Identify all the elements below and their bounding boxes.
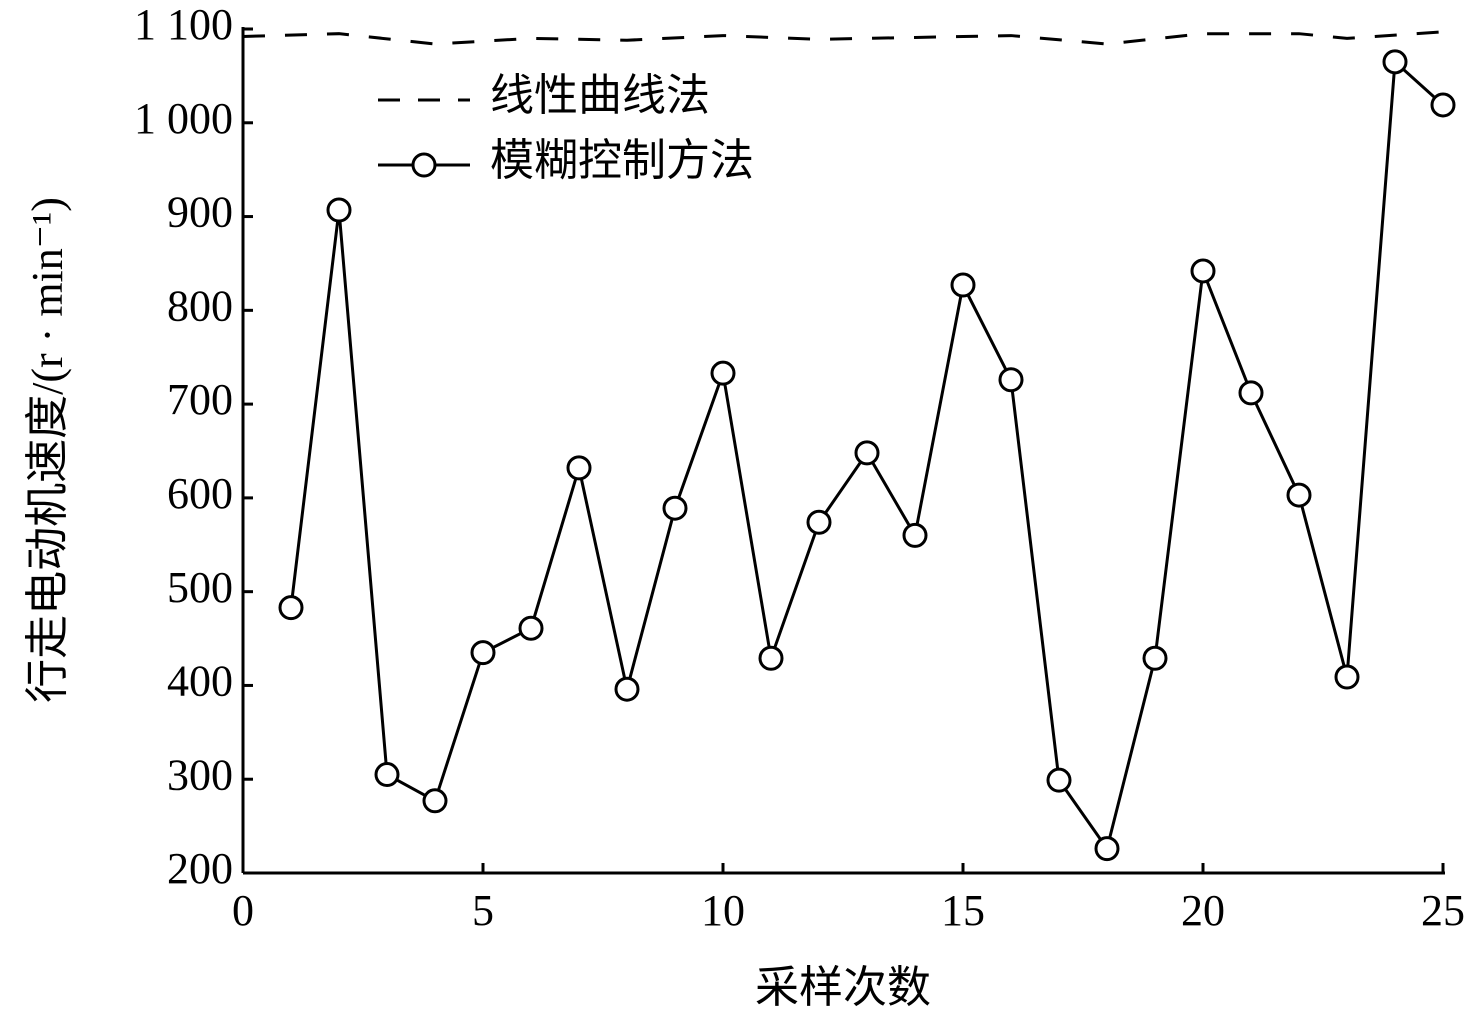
point [902, 522, 928, 548]
point [1046, 767, 1072, 793]
y-tick-label: 400 [167, 657, 233, 706]
point [710, 360, 736, 386]
x-tick-label: 15 [941, 886, 985, 935]
series-line [242, 30, 1444, 46]
point [1430, 92, 1456, 118]
point [950, 272, 976, 298]
point [1286, 482, 1312, 508]
y-tick-label: 900 [167, 188, 233, 237]
x-tick-label: 25 [1421, 886, 1465, 935]
point [998, 367, 1024, 393]
y-tick-label: 700 [167, 375, 233, 424]
x-axis-label: 采样次数 [755, 963, 931, 1012]
point [662, 495, 688, 521]
point [1334, 664, 1360, 690]
y-tick-label: 1 000 [134, 94, 233, 143]
x-tick-label: 5 [472, 886, 494, 935]
point [806, 509, 832, 535]
point [1382, 49, 1408, 75]
y-tick-label: 200 [167, 844, 233, 893]
legend-marker [411, 152, 437, 178]
x-tick-label: 0 [232, 886, 254, 935]
point [1238, 380, 1264, 406]
point [422, 788, 448, 814]
point [758, 645, 784, 671]
y-tick-label: 500 [167, 563, 233, 612]
point [374, 762, 400, 788]
point [1190, 258, 1216, 284]
point [518, 615, 544, 641]
point [1094, 836, 1120, 862]
point [614, 676, 640, 702]
y-tick-label: 300 [167, 750, 233, 799]
point [278, 595, 304, 621]
point [470, 640, 496, 666]
y-axis-label: 行走电动机速度/(r · min⁻¹) [23, 197, 72, 703]
y-tick-label: 800 [167, 281, 233, 330]
legend-label: 模糊控制方法 [490, 136, 754, 185]
x-tick-label: 10 [701, 886, 745, 935]
legend-label: 线性曲线法 [490, 71, 710, 120]
point [566, 455, 592, 481]
point [1142, 645, 1168, 671]
point [854, 440, 880, 466]
point [326, 197, 352, 223]
x-tick-label: 20 [1181, 886, 1225, 935]
y-tick-label: 1 100 [134, 0, 233, 49]
y-tick-label: 600 [167, 469, 233, 518]
